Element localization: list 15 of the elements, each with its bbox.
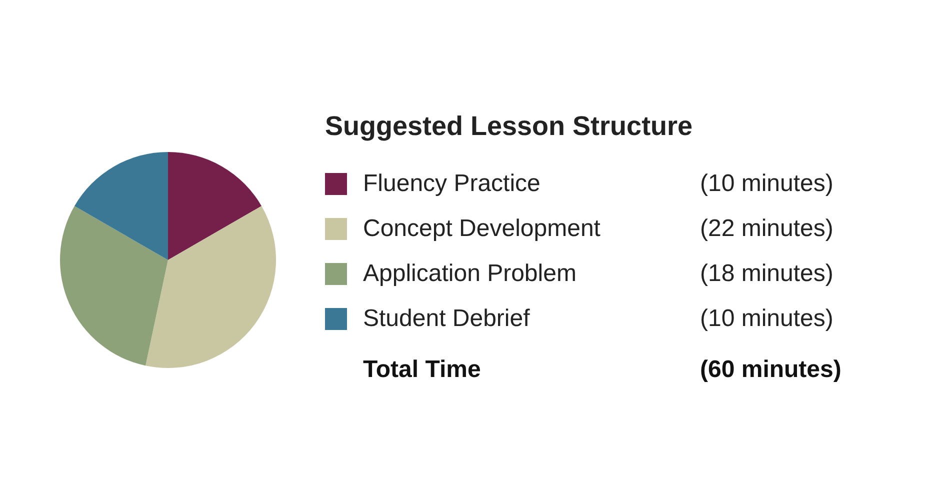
legend-label: Student Debrief (363, 305, 530, 332)
pie-slice (74, 152, 168, 260)
data-label: (10 minutes) (700, 170, 834, 197)
pie-slice (168, 152, 262, 260)
data-label: (22 minutes) (700, 215, 834, 242)
legend-label: Concept Development (363, 215, 601, 242)
text: (60 minutes) (700, 356, 842, 383)
legend-label: Application Problem (363, 260, 576, 287)
pie-slice (60, 206, 168, 366)
legend-label: Fluency Practice (363, 170, 540, 197)
text: Total Time (363, 356, 481, 383)
data-label: (18 minutes) (700, 260, 834, 287)
chart-title: Suggested Lesson Structure (325, 111, 693, 141)
pie-slice (146, 206, 276, 368)
data-label: (10 minutes) (700, 305, 834, 332)
